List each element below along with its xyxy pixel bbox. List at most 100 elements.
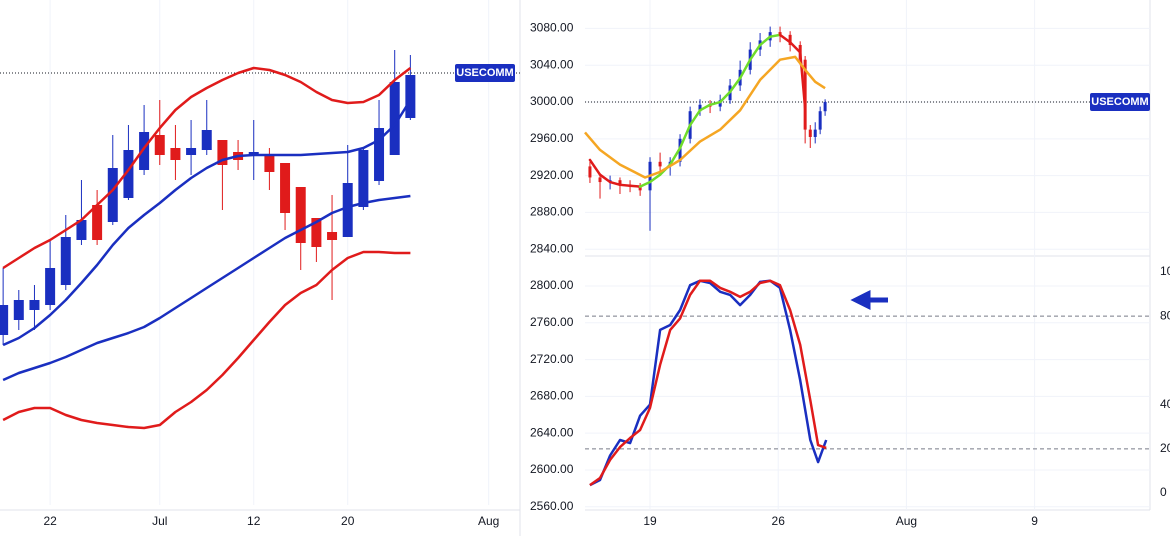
- candle-body: [139, 132, 150, 170]
- x-tick-label: 20: [341, 514, 355, 528]
- line-segment: [728, 76, 742, 94]
- candle-body: [389, 82, 400, 155]
- candle-body: [45, 268, 56, 305]
- y-tick-label: 2600.00: [530, 462, 574, 476]
- candle-body: [217, 140, 228, 165]
- line: [2, 99, 412, 347]
- candle-body: [813, 129, 817, 137]
- candle-body: [13, 300, 24, 320]
- line-segment: [628, 184, 642, 188]
- candle-body: [295, 187, 306, 243]
- line-segment: [738, 58, 752, 80]
- y-tick-label: 3080.00: [530, 21, 574, 35]
- candle-body: [264, 155, 275, 172]
- line-segment: [668, 146, 682, 166]
- candle-body: [76, 220, 87, 240]
- y-tick-label: 2640.00: [530, 425, 574, 439]
- price-tag: [455, 64, 515, 82]
- line-segment: [788, 40, 802, 54]
- y-tick-label: 3000.00: [530, 94, 574, 108]
- x-tick-label: 12: [247, 514, 261, 528]
- x-tick-label: 9: [1031, 514, 1038, 528]
- y-tick-label: 40: [1160, 397, 1170, 411]
- candle-body: [60, 237, 71, 285]
- line-segment: [708, 100, 722, 107]
- x-tick-label: Aug: [896, 514, 917, 528]
- candle-body: [718, 100, 722, 107]
- line-segment: [798, 51, 807, 110]
- y-tick-label: 2560.00: [530, 499, 574, 513]
- candle-body: [342, 183, 353, 237]
- y-tick-label: 2680.00: [530, 389, 574, 403]
- y-tick-label: 2880.00: [530, 205, 574, 219]
- candle-body: [186, 148, 197, 155]
- line-segment: [638, 180, 652, 188]
- candle-body: [405, 75, 416, 118]
- y-tick-label: 2840.00: [530, 241, 574, 255]
- line-segment: [688, 109, 702, 127]
- line-segment: [698, 103, 712, 112]
- y-tick-label: 2800.00: [530, 278, 574, 292]
- line: [2, 250, 411, 430]
- candle-body: [280, 163, 291, 213]
- y-tick-label: 3040.00: [530, 57, 574, 71]
- line-segment: [618, 183, 632, 187]
- candle-body: [374, 128, 385, 181]
- candle-body: [658, 161, 662, 167]
- line-segment: [598, 173, 612, 184]
- candle-body: [358, 150, 369, 207]
- candle-body: [818, 111, 822, 130]
- candle-body: [588, 166, 592, 178]
- line: [584, 55, 826, 179]
- candle-body: [638, 186, 642, 191]
- candle-body: [823, 102, 827, 112]
- candle-body: [778, 32, 782, 35]
- price-tag-label: USECOMM: [1091, 96, 1148, 108]
- candle-body: [154, 135, 165, 155]
- y-tick-label: 2960.00: [530, 131, 574, 145]
- candle-body: [698, 104, 702, 112]
- y-tick-label: 100: [1160, 264, 1170, 278]
- line: [2, 194, 411, 382]
- candle-body: [598, 177, 602, 183]
- x-tick-label: 26: [772, 514, 786, 528]
- candle-body: [788, 34, 792, 45]
- x-tick-label: Aug: [478, 514, 499, 528]
- candle-body: [29, 300, 40, 310]
- y-tick-label: 80: [1160, 308, 1170, 322]
- line-segment: [588, 158, 602, 176]
- candle-body: [808, 129, 812, 137]
- candle-body: [92, 205, 103, 240]
- y-tick-label: 2760.00: [530, 315, 574, 329]
- candle-body: [107, 168, 118, 222]
- y-tick-label: 0: [1160, 485, 1167, 499]
- line: [589, 279, 827, 487]
- price-tag: [1090, 93, 1150, 112]
- line: [2, 66, 412, 270]
- line-segment: [718, 90, 732, 104]
- line-segment: [768, 33, 782, 38]
- candle-body: [170, 148, 181, 160]
- price-tag-label: USECOMM: [456, 67, 513, 79]
- line-segment: [648, 173, 662, 184]
- line: [589, 279, 828, 487]
- candle-body: [311, 218, 322, 247]
- candle-body: [0, 305, 9, 335]
- y-tick-label: 20: [1160, 441, 1170, 455]
- line-segment: [608, 180, 622, 187]
- line-segment: [678, 123, 692, 150]
- line-segment: [778, 33, 792, 44]
- candle-body: [123, 150, 134, 198]
- y-tick-label: 2720.00: [530, 352, 574, 366]
- line-segment: [748, 43, 762, 61]
- y-tick-label: 2920.00: [530, 168, 574, 182]
- x-tick-label: Jul: [152, 514, 167, 528]
- line-segment: [758, 35, 772, 47]
- arrow: [850, 289, 888, 311]
- candle-body: [618, 180, 622, 185]
- x-tick-label: 19: [643, 514, 657, 528]
- candle-body: [201, 130, 212, 150]
